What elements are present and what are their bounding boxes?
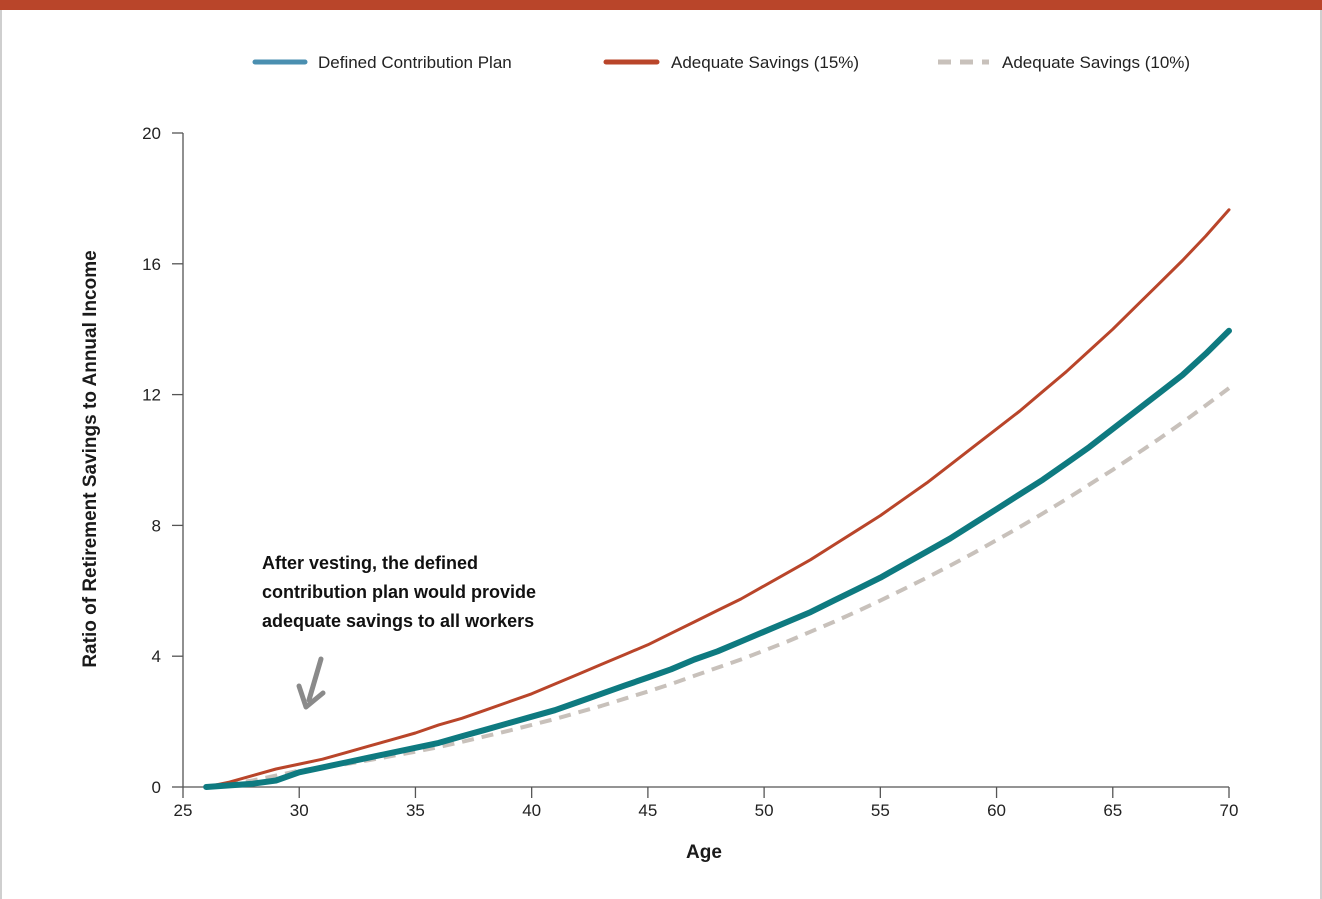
frame-left-border — [0, 10, 2, 899]
x-tick-label: 40 — [522, 801, 541, 820]
y-axis-title: Ratio of Retirement Savings to Annual In… — [80, 250, 101, 667]
x-tick-label: 65 — [1103, 801, 1122, 820]
y-tick-label: 8 — [152, 516, 161, 535]
axes: 0 4 8 12 16 20 25 30 35 40 45 50 55 60 65 70 — [142, 124, 1238, 820]
header-accent-bar — [0, 0, 1322, 10]
series-line-adequate-15 — [204, 208, 1231, 789]
frame-right-border — [1320, 10, 1322, 899]
series-layer — [203, 208, 1232, 790]
y-tick-label: 12 — [142, 386, 161, 405]
annotation-arrow-icon — [296, 656, 326, 710]
series-line-adequate-10 — [205, 386, 1231, 789]
legend-item-adequate-10: Adequate Savings (10%) — [938, 53, 1190, 72]
annotation: After vesting, the defined contribution … — [262, 553, 536, 710]
x-axis-title: Age — [686, 842, 722, 863]
legend-label-dc-plan: Defined Contribution Plan — [318, 53, 512, 72]
legend-label-adequate-15: Adequate Savings (15%) — [671, 53, 859, 72]
annotation-line-1: After vesting, the defined — [262, 553, 478, 573]
x-tick-label: 60 — [987, 801, 1006, 820]
legend: Defined Contribution Plan Adequate Savin… — [252, 53, 1190, 72]
y-tick-label: 4 — [152, 647, 161, 666]
x-tick-label: 55 — [871, 801, 890, 820]
x-tick-label: 45 — [638, 801, 657, 820]
legend-item-dc-plan: Defined Contribution Plan — [252, 53, 512, 72]
legend-label-adequate-10: Adequate Savings (10%) — [1002, 53, 1190, 72]
y-tick-label: 0 — [152, 778, 161, 797]
annotation-line-3: adequate savings to all workers — [262, 611, 534, 631]
x-tick-label: 30 — [290, 801, 309, 820]
y-tick-label: 20 — [142, 124, 161, 143]
x-tick-label: 25 — [174, 801, 193, 820]
series-line-dc-plan — [203, 327, 1232, 790]
legend-item-adequate-15: Adequate Savings (15%) — [603, 53, 859, 72]
x-tick-label: 35 — [406, 801, 425, 820]
x-tick-label: 50 — [755, 801, 774, 820]
y-tick-label: 16 — [142, 255, 161, 274]
x-tick-label: 70 — [1220, 801, 1239, 820]
annotation-line-2: contribution plan would provide — [262, 582, 536, 602]
